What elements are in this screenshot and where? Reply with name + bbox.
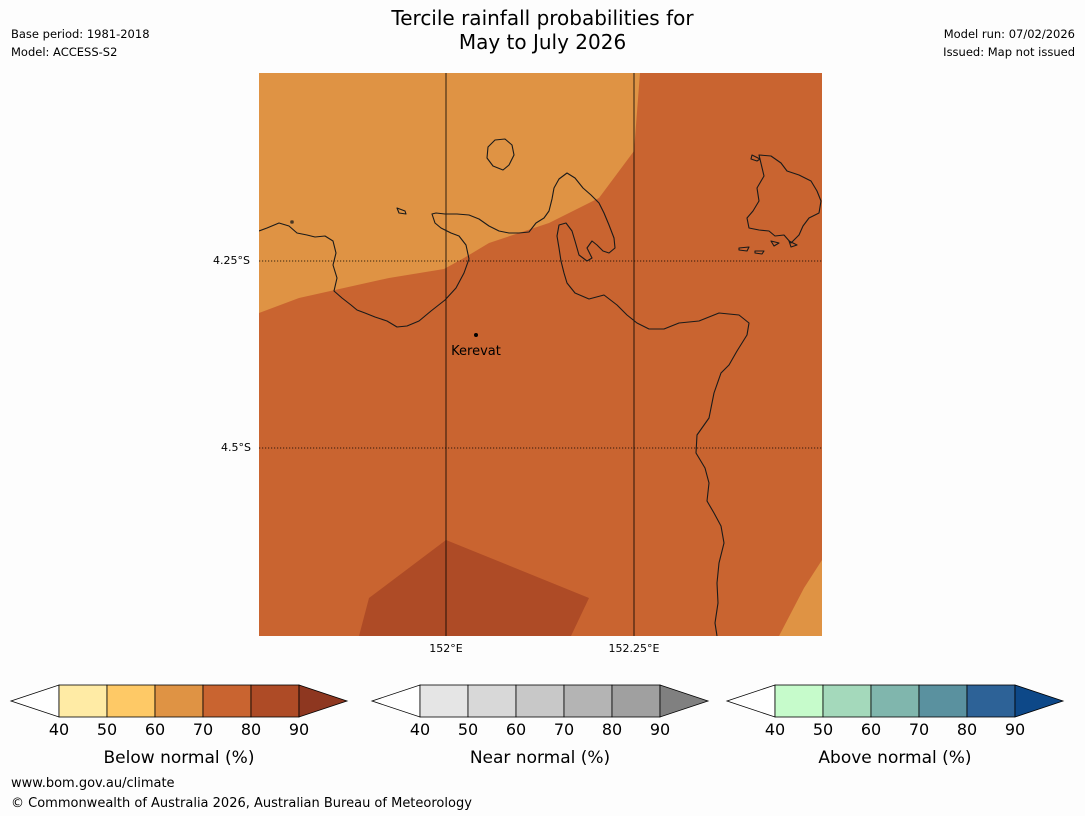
islet-east-4 — [770, 240, 780, 247]
colorbar-legend: 40 50 60 70 80 90 Below normal (%) 40 50 60 70 80 90… — [9, 684, 1065, 768]
islet-east-1 — [750, 154, 761, 162]
islet-east-5 — [788, 240, 798, 248]
region-light-orange-southeast — [779, 560, 822, 636]
islet-east-2 — [738, 246, 750, 252]
colorbar-tick-label: 40 — [765, 720, 785, 739]
colorbar-extension-high — [1014, 684, 1065, 718]
model-run-text: Model run: 07/02/2026 — [943, 27, 1075, 41]
colorbar-tick-label: 40 — [410, 720, 430, 739]
colorbar-tick-label: 50 — [458, 720, 478, 739]
colorbar-tick-label: 50 — [813, 720, 833, 739]
islet-east-3 — [754, 250, 765, 255]
colorbar-segment — [419, 684, 469, 718]
colorbar-tick-label: 60 — [861, 720, 881, 739]
colorbar-tick-label: 60 — [145, 720, 165, 739]
gridlines — [259, 73, 822, 636]
colorbar-segment — [966, 684, 1016, 718]
colorbar-extension-low — [725, 684, 776, 718]
kerevat-marker[interactable] — [474, 333, 478, 337]
colorbar-segment — [58, 684, 108, 718]
colorbar-tick-label: 60 — [506, 720, 526, 739]
lat-label-4-25: 4.25°S — [213, 254, 250, 267]
coastlines — [259, 138, 822, 636]
island-north — [486, 138, 515, 171]
colorbar-tick-label: 70 — [554, 720, 574, 739]
region-light-orange — [259, 73, 640, 313]
colorbar-segment — [774, 684, 824, 718]
lon-label-152-25: 152.25°E — [608, 642, 660, 655]
colorbar-segment — [870, 684, 920, 718]
title-line-2: May to July 2026 — [458, 30, 627, 54]
colorbar-tick-label: 80 — [241, 720, 261, 739]
colorbar-extension-high — [298, 684, 349, 718]
colorbar-above-normal: 40 50 60 70 80 90 Above normal (%) — [725, 684, 1065, 768]
footer: www.bom.gov.au/climate © Commonwealth of… — [11, 774, 472, 814]
region-brown — [359, 540, 589, 636]
colorbar-tick-label: 90 — [289, 720, 309, 739]
map-title: Tercile rainfall probabilities for May t… — [0, 6, 1085, 54]
colorbar-segment — [467, 684, 517, 718]
colorbar-segment — [250, 684, 300, 718]
colorbar-tick-label: 90 — [1005, 720, 1025, 739]
colorbar-segment — [918, 684, 968, 718]
lon-label-152: 152°E — [429, 642, 463, 655]
colorbar-caption: Above normal (%) — [818, 748, 971, 768]
footer-url[interactable]: www.bom.gov.au/climate — [11, 776, 175, 791]
lat-label-4-5: 4.5°S — [221, 441, 251, 454]
colorbar-segment — [106, 684, 156, 718]
colorbar-tick-label: 80 — [957, 720, 977, 739]
header-left: Base period: 1981-2018 Model: ACCESS-S2 — [11, 25, 150, 61]
colorbar-segment — [202, 684, 252, 718]
coastline-main — [259, 172, 750, 636]
colorbar-tick-label: 70 — [193, 720, 213, 739]
model-text: Model: ACCESS-S2 — [11, 45, 118, 59]
colorbar-tick-label: 70 — [909, 720, 929, 739]
colorbar-extension-low — [9, 684, 60, 718]
base-period-text: Base period: 1981-2018 — [11, 27, 150, 41]
colorbar-extension-high — [659, 684, 710, 718]
colorbar-near-normal: 40 50 60 70 80 90 Near normal (%) — [370, 684, 710, 768]
header-right: Model run: 07/02/2026 Issued: Map not is… — [943, 25, 1075, 61]
colorbar-below-normal: 40 50 60 70 80 90 Below normal (%) — [9, 684, 349, 768]
colorbar-tick-label: 80 — [602, 720, 622, 739]
colorbar-caption: Below normal (%) — [104, 748, 255, 768]
colorbar-segment — [515, 684, 565, 718]
footer-copyright: © Commonwealth of Australia 2026, Austra… — [11, 796, 472, 811]
colorbar-segment — [154, 684, 204, 718]
colorbar-segment — [563, 684, 613, 718]
colorbar-caption: Near normal (%) — [470, 748, 610, 768]
colorbar-extension-low — [370, 684, 421, 718]
place-label-kerevat: Kerevat — [451, 344, 501, 359]
colorbar-segment — [611, 684, 661, 718]
title-line-1: Tercile rainfall probabilities for — [391, 6, 694, 30]
colorbar-tick-label: 90 — [650, 720, 670, 739]
colorbar-tick-label: 50 — [97, 720, 117, 739]
colorbar-tick-label: 40 — [49, 720, 69, 739]
map-panel[interactable]: Kerevat — [259, 73, 822, 636]
islet-west — [396, 207, 407, 215]
colorbar-segment — [822, 684, 872, 718]
island-east — [746, 154, 822, 244]
islet-west-2 — [290, 220, 294, 224]
issued-text: Issued: Map not issued — [943, 45, 1075, 59]
